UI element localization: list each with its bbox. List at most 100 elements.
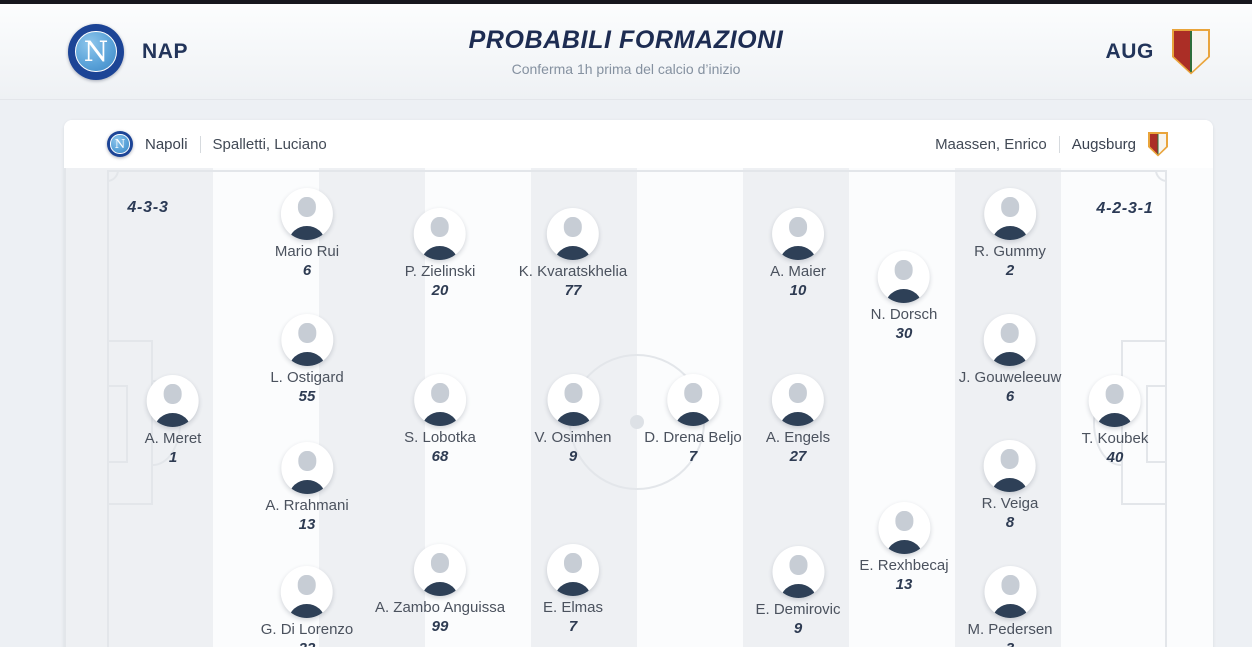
player-avatar	[772, 374, 824, 426]
player[interactable]: J. Gouweleeuw 6	[959, 314, 1061, 406]
player[interactable]: A. Meret 1	[144, 375, 202, 467]
player-avatar	[546, 544, 599, 596]
player-avatar-head-icon	[430, 553, 449, 573]
goal-box-right	[1146, 385, 1167, 463]
player[interactable]: D. Drena Beljo 7	[644, 374, 742, 466]
player-avatar-torso-icon	[674, 412, 711, 426]
player-avatar-head-icon	[895, 260, 913, 280]
player-avatar	[147, 375, 199, 427]
player-number: 77	[564, 282, 582, 299]
player-avatar	[878, 502, 930, 554]
player-name: K. Kvaratskhelia	[518, 263, 628, 280]
player[interactable]: R. Gummy 2	[974, 188, 1046, 280]
player-avatar-head-icon	[788, 217, 807, 237]
player-number: 8	[1005, 514, 1015, 531]
player-number: 1	[168, 449, 178, 466]
player[interactable]: Mario Rui 6	[275, 188, 339, 280]
player-name: E. Rexhbecaj	[859, 557, 949, 574]
player-avatar	[413, 544, 466, 596]
player-avatar-torso-icon	[886, 289, 922, 303]
player-avatar-head-icon	[431, 217, 449, 237]
player[interactable]: K. Kvaratskhelia 77	[519, 208, 627, 300]
away-team-code: AUG	[1105, 39, 1154, 63]
top-strip	[0, 0, 1252, 4]
player[interactable]: G. Di Lorenzo 22	[261, 566, 353, 647]
player-name: D. Drena Beljo	[644, 429, 742, 446]
player-name: R. Veiga	[981, 495, 1039, 512]
home-formation-label: 4-3-3	[127, 199, 169, 216]
player-avatar	[984, 440, 1036, 492]
player-name: S. Lobotka	[404, 429, 476, 446]
player-avatar-head-icon	[297, 575, 316, 595]
player-avatar-torso-icon	[1097, 413, 1133, 427]
player-avatar-torso-icon	[555, 412, 591, 426]
player-avatar-head-icon	[164, 384, 182, 404]
home-team-name[interactable]: Napoli	[145, 135, 188, 153]
home-coach-name: Spalletti, Luciano	[212, 135, 327, 153]
player-avatar-torso-icon	[779, 246, 816, 260]
player-avatar	[983, 188, 1036, 240]
player-name: A. Zambo Anguissa	[374, 599, 506, 616]
player-avatar	[771, 208, 824, 260]
player-name: A. Rrahmani	[265, 497, 349, 514]
pitch: 4-3-3 4-2-3-1 A. Meret 1 Mario Rui 6 L. …	[64, 168, 1213, 647]
player[interactable]: E. Elmas 7	[543, 544, 603, 636]
player-name: P. Zielinski	[404, 263, 476, 280]
player[interactable]: P. Zielinski 20	[404, 208, 476, 300]
player-name: E. Elmas	[542, 599, 604, 616]
augsburg-crest-small-icon[interactable]	[1148, 131, 1168, 157]
player-avatar-torso-icon	[991, 604, 1028, 618]
player-name: M. Pedersen	[967, 621, 1053, 638]
player-number: 68	[431, 448, 449, 465]
goal-box-left	[107, 385, 128, 463]
player-avatar-torso-icon	[780, 412, 816, 426]
player-avatar-head-icon	[895, 511, 913, 531]
player-avatar-head-icon	[1001, 323, 1019, 343]
player[interactable]: A. Maier 10	[770, 208, 826, 300]
player-number: 27	[789, 448, 807, 465]
player[interactable]: T. Koubek 40	[1082, 375, 1148, 467]
player[interactable]: A. Engels 27	[766, 374, 830, 466]
title-block: PROBABILI FORMAZIONI Conferma 1h prima d…	[0, 4, 1252, 99]
player[interactable]: L. Ostigard 55	[270, 314, 344, 406]
player[interactable]: E. Rexhbecaj 13	[859, 502, 949, 594]
player-avatar	[1089, 375, 1141, 427]
player-avatar-torso-icon	[992, 352, 1028, 366]
player-avatar-torso-icon	[886, 540, 922, 554]
player-avatar-head-icon	[1001, 449, 1019, 469]
player-avatar	[414, 374, 466, 426]
player[interactable]: A. Zambo Anguissa 99	[375, 544, 505, 636]
match-bar: N Napoli Spalletti, Luciano Maassen, Enr…	[64, 120, 1213, 168]
player[interactable]: V. Osimhen 9	[535, 374, 612, 466]
player[interactable]: M. Pedersen 3	[967, 566, 1053, 647]
page-title: PROBABILI FORMAZIONI	[468, 26, 784, 54]
player[interactable]: N. Dorsch 30	[871, 251, 937, 343]
player-name: A. Meret	[144, 430, 202, 447]
player-avatar	[878, 251, 930, 303]
player[interactable]: R. Veiga 8	[981, 440, 1039, 532]
player-number: 7	[568, 618, 578, 635]
augsburg-crest-icon[interactable]	[1172, 28, 1210, 75]
player-name: E. Demirovic	[755, 601, 841, 618]
player-number: 10	[789, 282, 807, 299]
player-number: 30	[895, 325, 913, 342]
player[interactable]: E. Demirovic 9	[755, 546, 841, 638]
napoli-crest-icon[interactable]: N	[68, 23, 124, 80]
player-number: 7	[688, 448, 698, 465]
page-header: N NAP PROBABILI FORMAZIONI Conferma 1h p…	[0, 4, 1252, 100]
player-number: 6	[302, 262, 312, 279]
away-team-name[interactable]: Augsburg	[1071, 135, 1136, 153]
formations-card: N Napoli Spalletti, Luciano Maassen, Enr…	[64, 120, 1213, 647]
player-avatar	[666, 374, 719, 426]
player-number: 3	[1006, 640, 1014, 647]
player-avatar-head-icon	[563, 217, 582, 237]
pitch-boundary-line	[107, 170, 1167, 647]
player-avatar	[281, 314, 333, 366]
napoli-crest-small-icon[interactable]: N	[107, 131, 133, 157]
penalty-box-left	[107, 340, 153, 505]
player-avatar-torso-icon	[155, 413, 191, 427]
player-number: 99	[431, 618, 449, 635]
player-avatar-head-icon	[789, 383, 807, 403]
player[interactable]: S. Lobotka 68	[404, 374, 476, 466]
player[interactable]: A. Rrahmani 13	[265, 442, 349, 534]
